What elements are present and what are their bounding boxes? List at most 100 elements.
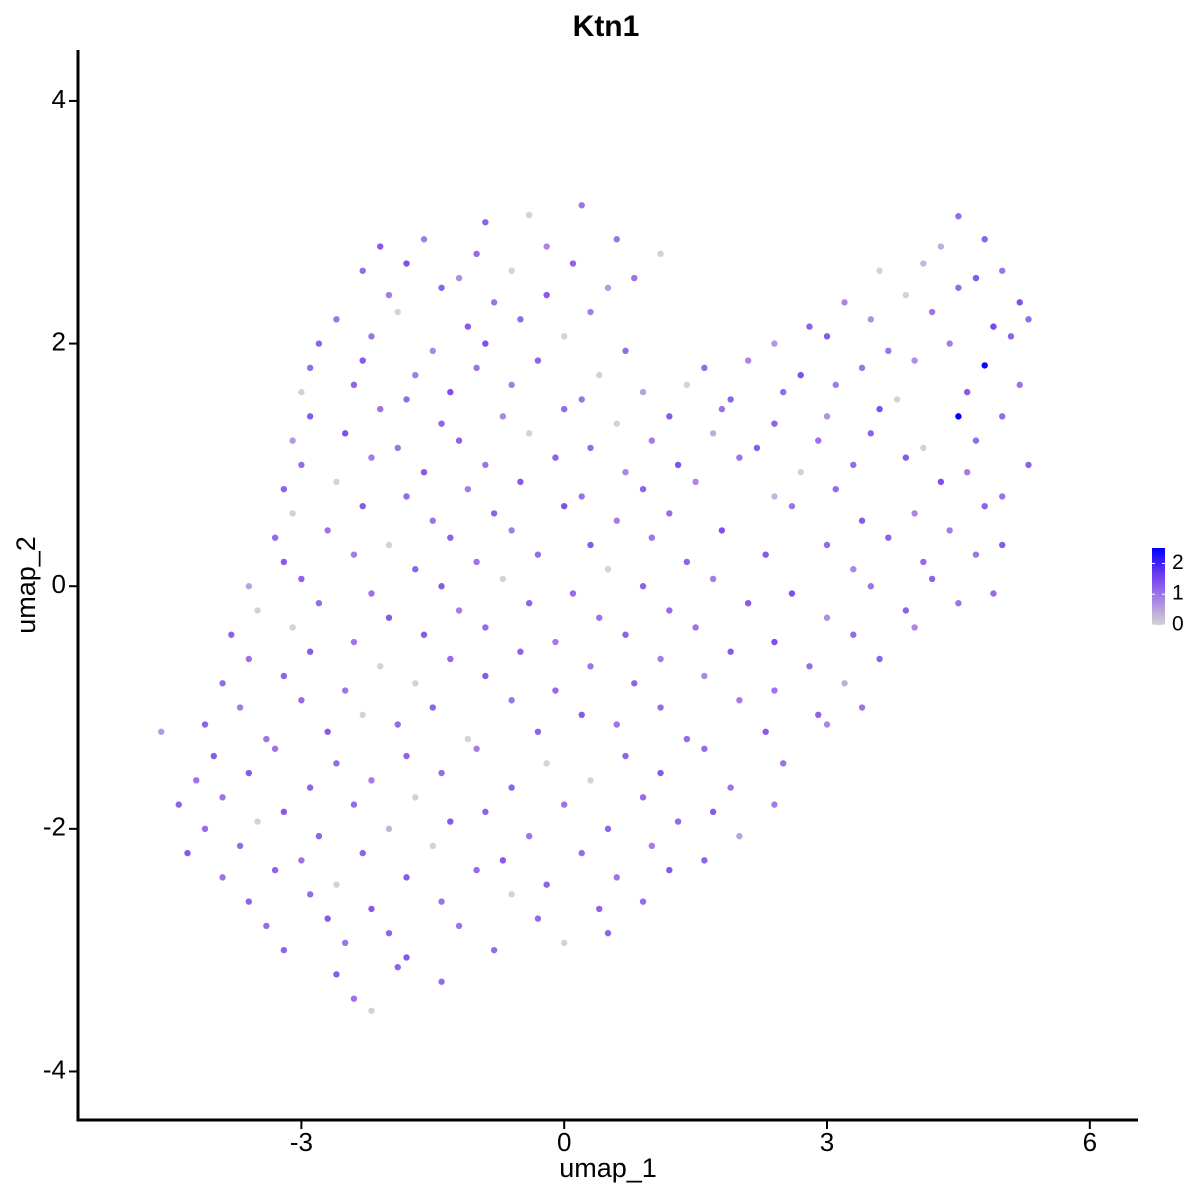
point [438,978,445,985]
point [341,687,349,694]
point [508,267,515,274]
point [780,760,787,767]
point [578,396,585,403]
point [412,794,419,801]
point [490,946,498,954]
point [280,485,288,493]
point [876,267,883,274]
point [604,566,612,573]
point [289,437,296,444]
point [534,551,542,558]
point [455,607,463,614]
point [236,842,244,850]
point [438,898,445,905]
point [560,333,568,340]
point [902,291,910,299]
point [736,697,743,704]
point [657,655,664,663]
point [744,357,752,364]
point [315,832,323,840]
point [850,631,857,638]
legend-tick-label: 0 [1172,613,1184,636]
point [622,468,629,476]
point [464,735,472,743]
point [692,624,699,631]
point [447,655,454,663]
point [525,599,533,607]
point [420,236,428,243]
point [315,599,323,607]
point [981,362,988,369]
point [920,444,927,452]
point [727,648,734,655]
point [946,340,953,347]
point [701,857,708,864]
point [271,534,279,541]
point [701,364,708,372]
point [350,551,358,558]
point [385,541,393,549]
point [394,444,401,452]
point [280,558,288,566]
point [569,590,577,597]
point [508,784,515,791]
point [508,527,515,534]
point [473,250,480,258]
point [823,333,831,340]
point [219,680,226,687]
point [184,849,191,857]
point [543,291,550,299]
point [560,502,568,510]
point [368,1007,375,1015]
point [815,437,822,444]
point [280,946,288,954]
point [473,745,480,752]
point [657,704,664,711]
point [788,590,796,597]
point [701,672,708,680]
point [797,371,804,379]
point [613,420,620,427]
point [683,735,691,743]
point [508,697,515,704]
point [928,308,936,316]
point [762,728,769,735]
point [455,274,463,282]
point [823,541,831,549]
point [499,857,507,864]
point [482,624,489,631]
point [245,769,253,777]
point [210,752,217,760]
point [902,454,910,461]
point [394,963,401,971]
point [1025,461,1032,469]
point [587,444,594,452]
point [263,922,270,930]
point [867,430,875,437]
point [201,721,209,728]
point [648,534,656,541]
point [429,347,436,355]
point [928,575,936,583]
point [648,437,656,444]
point [858,517,866,524]
point [815,711,822,719]
point [228,631,235,638]
point [587,777,594,784]
point [999,493,1006,500]
point [473,558,480,566]
point [359,502,366,510]
point [613,721,620,728]
point [534,915,542,922]
point [683,558,691,566]
point [560,801,568,808]
point [639,898,647,905]
y-tick-label: 2 [52,326,66,356]
point [613,517,620,524]
point [394,308,401,316]
point [350,381,358,389]
point [893,396,901,403]
y-tick-label: 4 [52,84,66,114]
